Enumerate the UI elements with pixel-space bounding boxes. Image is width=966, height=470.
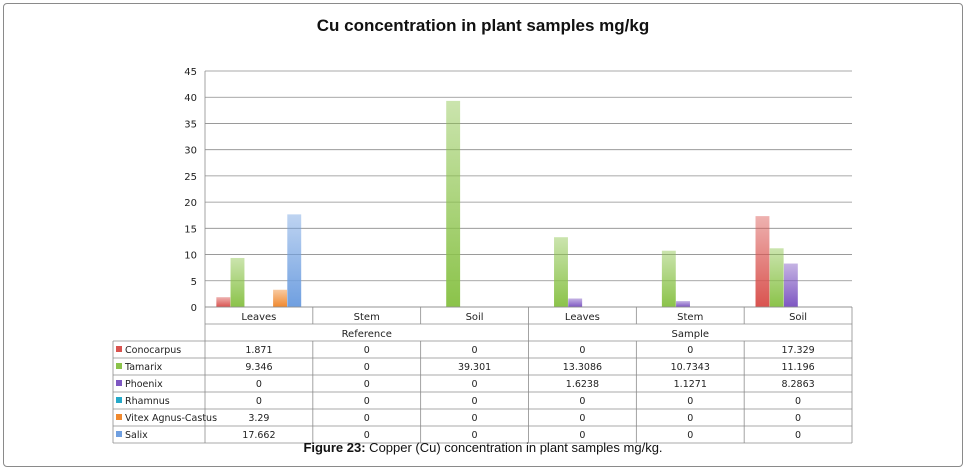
data-label: 0 [687, 396, 693, 407]
chart-title: Cu concentration in plant samples mg/kg [316, 16, 650, 35]
bar-conocarpus [216, 297, 231, 307]
legend-label: Rhamnus [125, 396, 170, 407]
chart-frame [3, 3, 963, 467]
group-label: Sample [672, 329, 710, 340]
legend-swatch [116, 397, 122, 403]
data-label: 17.662 [242, 430, 275, 441]
data-label: 0 [795, 396, 801, 407]
figure-caption-text: Copper (Cu) concentration in plant sampl… [365, 440, 663, 455]
bar-conocarpus [755, 216, 770, 307]
data-label: 0 [364, 430, 370, 441]
y-tick-label: 5 [191, 277, 197, 288]
data-label: 0 [579, 430, 585, 441]
category-label: Soil [789, 312, 807, 323]
legend-swatch [116, 431, 122, 437]
data-label: 0 [687, 345, 693, 356]
figure-label: Figure 23: [303, 440, 366, 455]
data-label: 39.301 [458, 362, 491, 373]
data-label: 0 [364, 379, 370, 390]
data-label: 0 [472, 345, 478, 356]
data-label: 0 [579, 396, 585, 407]
data-label: 0 [256, 379, 262, 390]
category-label: Stem [354, 312, 380, 323]
data-label: 0 [364, 362, 370, 373]
y-tick-label: 45 [184, 67, 197, 78]
data-label: 0 [364, 413, 370, 424]
legend-swatch [116, 414, 122, 420]
legend-label: Salix [125, 430, 148, 441]
category-label: Stem [677, 312, 703, 323]
bar-phoenix [568, 298, 583, 307]
data-label: 0 [579, 413, 585, 424]
data-label: 0 [472, 379, 478, 390]
data-label: 0 [256, 396, 262, 407]
data-label: 10.7343 [671, 362, 710, 373]
category-label: Soil [466, 312, 484, 323]
legend-label: Tamarix [124, 362, 163, 373]
bar-tamarix [769, 248, 784, 307]
y-tick-label: 30 [184, 146, 197, 157]
data-label: 0 [687, 430, 693, 441]
y-tick-label: 40 [184, 93, 197, 104]
data-label: 17.329 [781, 345, 814, 356]
data-label: 1.871 [245, 345, 272, 356]
y-tick-label: 10 [184, 251, 197, 262]
y-tick-label: 25 [184, 172, 197, 183]
data-label: 1.6238 [566, 379, 599, 390]
legend-label: Vitex Agnus-Castus [125, 413, 217, 424]
bar-salix [287, 214, 302, 307]
data-label: 0 [579, 345, 585, 356]
legend-label: Phoenix [125, 379, 163, 390]
data-label: 0 [364, 345, 370, 356]
data-label: 11.196 [781, 362, 814, 373]
legend-label: Conocarpus [125, 345, 181, 356]
y-tick-label: 20 [184, 198, 197, 209]
bar-tamarix [230, 257, 245, 307]
figure-caption: Figure 23: Copper (Cu) concentration in … [0, 440, 966, 455]
bar-tamarix [446, 100, 461, 307]
data-label: 1.1271 [674, 379, 707, 390]
data-label: 0 [795, 430, 801, 441]
data-label: 0 [472, 413, 478, 424]
group-label: Reference [342, 329, 392, 340]
bar-phoenix [783, 263, 798, 307]
bar-tamarix [661, 250, 676, 307]
data-label: 0 [472, 430, 478, 441]
data-label: 0 [364, 396, 370, 407]
legend-swatch [116, 380, 122, 386]
data-label: 13.3086 [563, 362, 602, 373]
legend-swatch [116, 346, 122, 352]
bar-vitex-agnus-castus [273, 289, 288, 307]
y-tick-label: 0 [191, 303, 197, 314]
y-tick-label: 15 [184, 224, 197, 235]
bar-phoenix [676, 301, 690, 307]
data-label: 0 [687, 413, 693, 424]
category-label: Leaves [241, 312, 276, 323]
bar-tamarix [554, 237, 568, 307]
data-label: 0 [795, 413, 801, 424]
data-label: 9.346 [245, 362, 272, 373]
y-tick-label: 35 [184, 119, 197, 130]
data-label: 0 [472, 396, 478, 407]
legend-swatch [116, 363, 122, 369]
data-label: 8.2863 [781, 379, 814, 390]
category-label: Leaves [565, 312, 600, 323]
data-label: 3.29 [248, 413, 269, 424]
